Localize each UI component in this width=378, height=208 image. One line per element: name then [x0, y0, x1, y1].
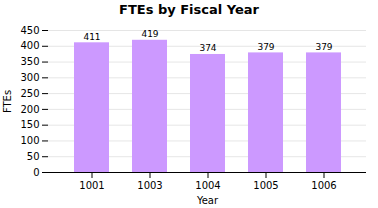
svg-text:419: 419 — [141, 29, 158, 39]
svg-text:411: 411 — [83, 32, 100, 42]
svg-text:200: 200 — [20, 104, 39, 115]
svg-text:379: 379 — [315, 42, 332, 52]
svg-text:300: 300 — [20, 72, 39, 83]
svg-text:1003: 1003 — [137, 180, 162, 191]
svg-text:50: 50 — [27, 151, 40, 162]
svg-text:400: 400 — [20, 40, 39, 51]
svg-text:350: 350 — [20, 56, 39, 67]
svg-text:100: 100 — [20, 135, 39, 146]
svg-text:Year: Year — [196, 195, 219, 206]
svg-text:250: 250 — [20, 88, 39, 99]
svg-text:1001: 1001 — [79, 180, 104, 191]
svg-text:150: 150 — [20, 119, 39, 130]
svg-text:0: 0 — [33, 167, 39, 178]
svg-text:1005: 1005 — [253, 180, 278, 191]
svg-text:1004: 1004 — [195, 180, 220, 191]
html-text:FTEs by Fiscal Year: FTEs by Fiscal Year — [119, 2, 259, 17]
svg-text:379: 379 — [257, 42, 274, 52]
svg-text:374: 374 — [199, 43, 216, 53]
svg-text:1006: 1006 — [311, 180, 336, 191]
svg-text:450: 450 — [20, 25, 39, 36]
svg-text:FTEs: FTEs — [2, 90, 13, 113]
